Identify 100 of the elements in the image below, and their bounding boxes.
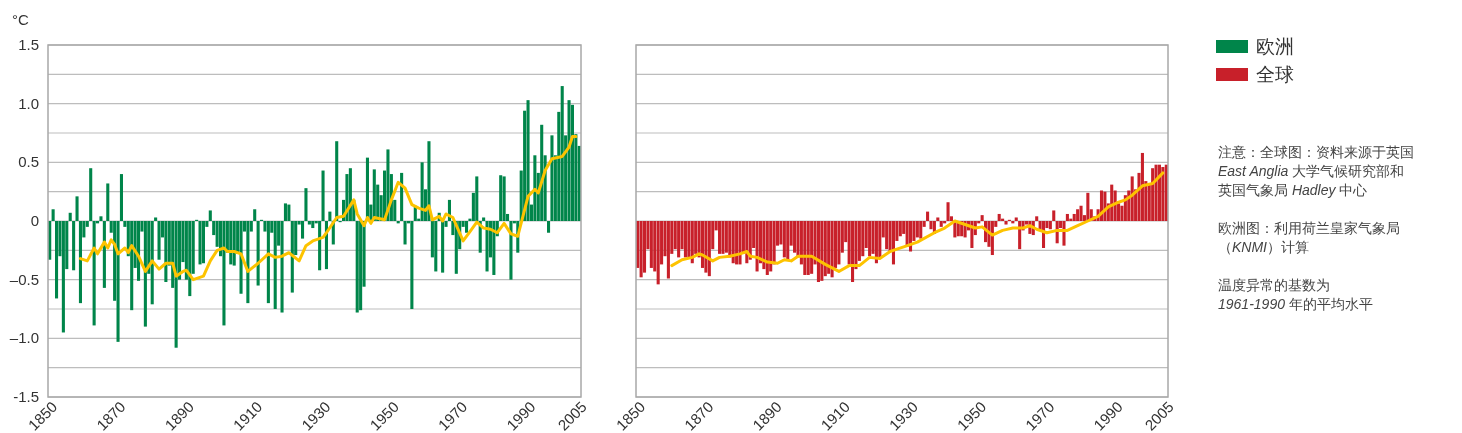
- bar: [75, 196, 79, 221]
- bar: [1151, 168, 1155, 221]
- bar: [929, 221, 933, 230]
- bar: [1072, 213, 1076, 221]
- bar: [837, 221, 841, 265]
- bar: [311, 221, 315, 229]
- bar: [502, 176, 506, 221]
- bar: [533, 155, 537, 221]
- bar: [898, 221, 902, 237]
- bar: [78, 221, 82, 304]
- bar: [359, 221, 363, 311]
- y-tick-label: –0.5: [9, 270, 39, 288]
- bar: [806, 221, 810, 275]
- bar: [567, 100, 571, 221]
- bar: [256, 221, 260, 286]
- bar: [355, 221, 359, 313]
- bar: [1086, 192, 1090, 221]
- bar: [208, 210, 212, 221]
- bar: [1076, 209, 1080, 221]
- bar: [765, 221, 769, 275]
- bar: [980, 215, 984, 221]
- bar: [403, 221, 407, 245]
- bar: [335, 141, 339, 221]
- bar: [266, 221, 270, 304]
- bar: [816, 221, 820, 283]
- bar: [731, 221, 735, 264]
- bar: [253, 209, 257, 221]
- bar: [434, 221, 438, 272]
- bar: [649, 221, 653, 268]
- y-tick-label: 0: [30, 212, 39, 229]
- bar: [72, 221, 76, 271]
- bar: [51, 209, 55, 221]
- bar: [820, 221, 824, 281]
- y-tick-label: 1.0: [18, 94, 39, 112]
- bar: [164, 221, 168, 283]
- bar: [677, 221, 681, 258]
- bar: [946, 202, 950, 221]
- bar: [143, 221, 147, 327]
- bar: [851, 221, 855, 283]
- bar: [273, 221, 277, 309]
- bar: [803, 221, 807, 275]
- bar: [861, 221, 865, 257]
- bar: [656, 221, 660, 285]
- bar: [1014, 217, 1018, 221]
- bar: [485, 221, 489, 272]
- bar: [769, 221, 773, 272]
- bar: [1035, 216, 1039, 221]
- bar: [926, 211, 930, 221]
- bar: [755, 221, 759, 272]
- bar: [232, 221, 236, 266]
- bar: [1065, 213, 1069, 221]
- bar: [550, 135, 554, 221]
- bar: [246, 221, 250, 304]
- bar: [188, 221, 192, 297]
- bar: [793, 221, 797, 253]
- bar: [157, 221, 161, 260]
- bar: [1140, 152, 1144, 221]
- bar: [441, 221, 445, 273]
- bar: [738, 221, 742, 265]
- bar: [874, 221, 878, 264]
- bar: [307, 221, 311, 225]
- bar: [823, 221, 827, 277]
- bar: [526, 100, 530, 221]
- bar: [547, 221, 551, 233]
- bar: [301, 221, 305, 239]
- bar: [492, 221, 496, 275]
- y-axis-title: °C: [12, 11, 29, 28]
- bar: [642, 221, 647, 273]
- bar: [229, 221, 233, 265]
- bar: [810, 221, 814, 274]
- legend-label: 全球: [1256, 64, 1294, 85]
- bar: [939, 221, 943, 227]
- bar: [721, 221, 725, 254]
- bar: [690, 221, 694, 264]
- bar: [718, 221, 722, 254]
- bar: [280, 221, 284, 313]
- bar: [68, 212, 72, 221]
- bar: [570, 104, 574, 221]
- bar: [130, 221, 134, 311]
- bar: [639, 221, 643, 278]
- bar: [321, 170, 325, 221]
- bar: [704, 221, 708, 273]
- bar: [465, 221, 469, 233]
- bar: [560, 86, 564, 221]
- bar: [724, 221, 728, 253]
- bar: [936, 217, 940, 221]
- y-tick-label: –1.0: [9, 329, 39, 347]
- bar: [1052, 210, 1056, 221]
- bar: [290, 221, 294, 293]
- bar: [119, 174, 123, 221]
- bar: [287, 204, 291, 221]
- bar: [919, 221, 923, 239]
- bar: [997, 213, 1001, 221]
- bar: [55, 221, 59, 299]
- bar: [509, 221, 513, 280]
- bar: [174, 221, 178, 348]
- bar: [92, 221, 96, 326]
- bar: [1130, 176, 1134, 221]
- bar: [782, 221, 786, 258]
- bar: [222, 221, 226, 326]
